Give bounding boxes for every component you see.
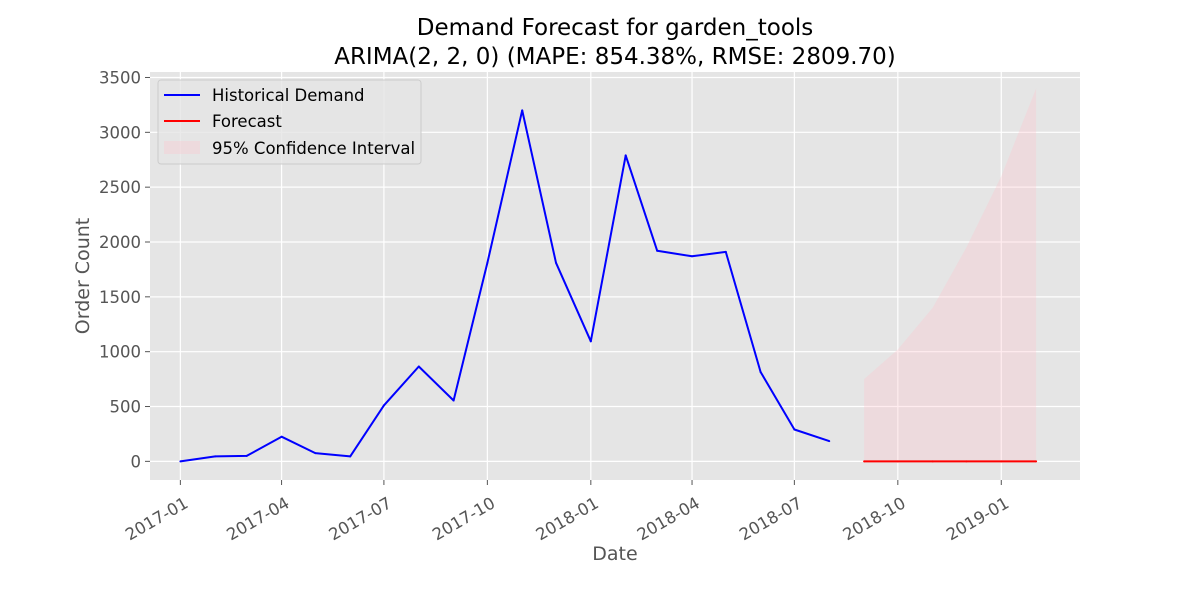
historical-demand-point [828, 440, 831, 443]
forecast-point [931, 460, 934, 463]
historical-demand-point [624, 154, 627, 157]
historical-demand-point [314, 452, 317, 455]
historical-demand-point [555, 261, 557, 264]
confidence-interval-layer [864, 88, 1037, 462]
historical-demand-point [280, 435, 283, 438]
historical-demand-point [486, 261, 489, 264]
legend-historical-label: Historical Demand [212, 86, 365, 105]
historical-demand-point [724, 250, 727, 253]
chart-subtitle: ARIMA(2, 2, 0) (MAPE: 854.38%, RMSE: 280… [334, 44, 896, 70]
legend-forecast-label: Forecast [212, 112, 282, 131]
forecast-point [1000, 460, 1003, 463]
historical-demand-point [214, 455, 217, 458]
historical-demand-point [417, 365, 420, 368]
y-tick-label: 500 [110, 398, 142, 417]
chart-title: Demand Forecast for garden_tools [417, 15, 814, 41]
historical-demand-point [245, 454, 248, 457]
y-tick-label: 0 [131, 452, 142, 471]
historical-demand-point [452, 399, 455, 402]
y-tick-label: 1000 [99, 343, 141, 362]
historical-demand-point [656, 249, 659, 252]
forecast-point [896, 460, 899, 463]
y-axis-ticks: 0 500 1000 1500 2000 2500 3000 3500 [99, 68, 150, 471]
confidence-interval-band [864, 88, 1037, 462]
legend-frame [157, 79, 422, 165]
series-layer [179, 109, 1038, 463]
legend-confidence-swatch [164, 141, 200, 154]
historical-demand-point [759, 371, 762, 373]
y-tick-label: 2500 [99, 178, 141, 197]
x-axis-label: Date [592, 543, 637, 565]
y-tick-label: 2000 [99, 233, 141, 252]
forecast-point [863, 460, 866, 463]
forecast-point [965, 460, 968, 463]
historical-demand-point [349, 455, 352, 458]
historical-demand-point [691, 255, 693, 258]
historical-demand-point [382, 404, 385, 407]
legend: Historical Demand Forecast 95% Confidenc… [157, 79, 422, 165]
y-tick-label: 3000 [99, 123, 141, 142]
legend-confidence-label: 95% Confidence Interval [212, 139, 415, 158]
grid-lines [150, 72, 1080, 480]
y-tick-label: 1500 [99, 288, 141, 307]
y-tick-label: 3500 [99, 68, 141, 87]
historical-demand-point [793, 428, 796, 431]
historical-demand-point [179, 460, 182, 463]
historical-demand-point [589, 340, 592, 343]
historical-demand-point [521, 109, 524, 112]
historical-demand-line [180, 109, 830, 463]
y-axis-label: Order Count [72, 218, 94, 334]
forecast-point [1035, 460, 1038, 463]
